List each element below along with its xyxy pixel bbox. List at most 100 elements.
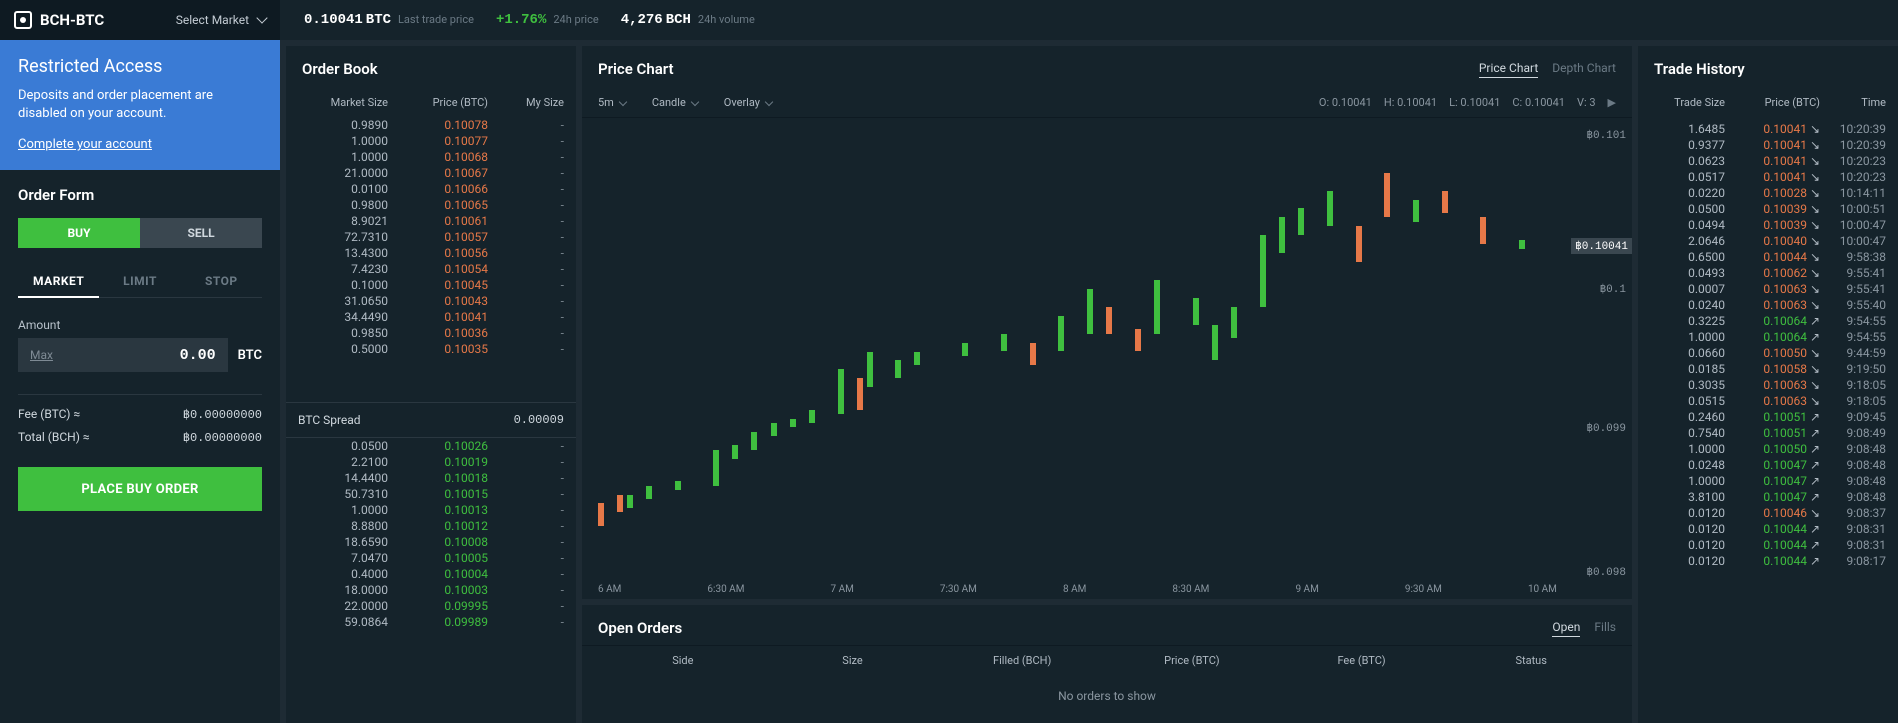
x-axis-label: 9:30 AM: [1405, 584, 1442, 595]
trade-row[interactable]: 0.24600.10051 ↗9:09:45: [1638, 409, 1898, 425]
order-book-row[interactable]: 0.10000.10045-: [286, 277, 576, 293]
buy-button[interactable]: BUY: [18, 218, 140, 248]
trade-row[interactable]: 0.32250.10064 ↗9:54:55: [1638, 313, 1898, 329]
order-book-row[interactable]: 50.73100.10015-: [286, 486, 576, 502]
candle: [1519, 240, 1525, 249]
total-value: ฿0.00000000: [183, 430, 262, 445]
order-book-row[interactable]: 18.65900.10008-: [286, 534, 576, 550]
trade-row[interactable]: 0.01850.10058 ↘9:19:50: [1638, 361, 1898, 377]
order-book-row[interactable]: 22.00000.09995-: [286, 598, 576, 614]
order-book-row[interactable]: 8.90210.10061-: [286, 213, 576, 229]
trade-row[interactable]: 2.06460.10040 ↘10:00:47: [1638, 233, 1898, 249]
trade-row[interactable]: 0.93770.10041 ↘10:20:39: [1638, 137, 1898, 153]
trade-row[interactable]: 0.01200.10044 ↗9:08:31: [1638, 537, 1898, 553]
candle: [867, 352, 873, 388]
trade-row[interactable]: 0.02200.10028 ↘10:14:11: [1638, 185, 1898, 201]
order-book-row[interactable]: 1.00000.10068-: [286, 149, 576, 165]
tab-stop[interactable]: STOP: [181, 266, 262, 298]
order-book-row[interactable]: 34.44900.10041-: [286, 309, 576, 325]
trade-row[interactable]: 0.06600.10050 ↘9:44:59: [1638, 345, 1898, 361]
trade-row[interactable]: 3.81000.10047 ↗9:08:48: [1638, 489, 1898, 505]
order-book-row[interactable]: 18.00000.10003-: [286, 582, 576, 598]
order-book-row[interactable]: 1.00000.10013-: [286, 502, 576, 518]
trade-row[interactable]: 0.01200.10044 ↗9:08:31: [1638, 521, 1898, 537]
chevron-down-icon: [619, 97, 627, 105]
total-label: Total (BCH) ≈: [18, 430, 90, 445]
order-book-row[interactable]: 21.00000.10067-: [286, 165, 576, 181]
order-book-row[interactable]: 1.00000.10077-: [286, 133, 576, 149]
trade-row[interactable]: 1.00000.10047 ↗9:08:48: [1638, 473, 1898, 489]
trading-pair[interactable]: BCH-BTC: [14, 11, 104, 29]
amount-value: 0.00: [180, 347, 216, 364]
candle: [838, 369, 844, 414]
overlay-dropdown[interactable]: Overlay: [724, 96, 772, 109]
spread-value: 0.00009: [514, 413, 564, 427]
order-book-row[interactable]: 0.01000.10066-: [286, 181, 576, 197]
order-book-row[interactable]: 31.06500.10043-: [286, 293, 576, 309]
tab-market[interactable]: MARKET: [18, 266, 99, 298]
panels-grid: Order Book Market Size Price (BTC) My Si…: [280, 40, 1898, 723]
interval-dropdown[interactable]: 5m: [598, 96, 626, 109]
order-book-row[interactable]: 0.98500.10036-: [286, 325, 576, 341]
chart-type-dropdown[interactable]: Candle: [652, 96, 698, 109]
trade-history-headers: Trade Size Price (BTC) Time: [1638, 88, 1898, 117]
candle: [1212, 325, 1218, 361]
order-book-row[interactable]: 14.44000.10018-: [286, 470, 576, 486]
trade-row[interactable]: 0.02480.10047 ↗9:08:48: [1638, 457, 1898, 473]
trade-row[interactable]: 0.06230.10041 ↘10:20:23: [1638, 153, 1898, 169]
order-book-row[interactable]: 72.73100.10057-: [286, 229, 576, 245]
order-book-row[interactable]: 13.43000.10056-: [286, 245, 576, 261]
tab-price-chart[interactable]: Price Chart: [1479, 61, 1538, 78]
complete-account-link[interactable]: Complete your account: [18, 137, 152, 152]
trade-row[interactable]: 0.05000.10039 ↘10:00:51: [1638, 201, 1898, 217]
candle: [627, 495, 633, 508]
order-book-row[interactable]: 0.05000.10026-: [286, 438, 576, 454]
place-order-button[interactable]: PLACE BUY ORDER: [18, 467, 262, 511]
trade-row[interactable]: 1.00000.10050 ↗9:08:48: [1638, 441, 1898, 457]
order-book-row[interactable]: 2.21000.10019-: [286, 454, 576, 470]
ob-header-my: My Size: [488, 96, 564, 109]
tab-fills[interactable]: Fills: [1594, 620, 1616, 637]
candle: [1356, 226, 1362, 262]
sell-button[interactable]: SELL: [140, 218, 262, 248]
trade-row[interactable]: 0.04930.10062 ↘9:55:41: [1638, 265, 1898, 281]
candle: [1087, 289, 1093, 334]
oo-column-header: Fee (BTC): [1277, 654, 1447, 667]
trade-row[interactable]: 0.04940.10039 ↘10:00:47: [1638, 217, 1898, 233]
trade-row[interactable]: 0.30350.10063 ↘9:18:05: [1638, 377, 1898, 393]
trade-row[interactable]: 0.65000.10044 ↘9:58:38: [1638, 249, 1898, 265]
order-book-row[interactable]: 7.42300.10054-: [286, 261, 576, 277]
chart-next-icon[interactable]: ▶: [1608, 96, 1616, 109]
order-book-row[interactable]: 7.04700.10005-: [286, 550, 576, 566]
trade-row[interactable]: 0.01200.10044 ↗9:08:17: [1638, 553, 1898, 569]
order-book-row[interactable]: 0.98000.10065-: [286, 197, 576, 213]
max-link[interactable]: Max: [30, 348, 53, 362]
trade-row[interactable]: 0.00070.10063 ↘9:55:41: [1638, 281, 1898, 297]
order-book-row[interactable]: 0.98900.10078-: [286, 117, 576, 133]
candle: [713, 450, 719, 486]
select-market-dropdown[interactable]: Select Market: [176, 13, 266, 27]
tab-depth-chart[interactable]: Depth Chart: [1552, 61, 1616, 78]
tab-limit[interactable]: LIMIT: [99, 266, 180, 298]
trade-row[interactable]: 1.64850.10041 ↘10:20:39: [1638, 121, 1898, 137]
tab-open[interactable]: Open: [1552, 620, 1580, 637]
trade-row[interactable]: 1.00000.10064 ↗9:54:55: [1638, 329, 1898, 345]
ob-header-price: Price (BTC): [388, 96, 488, 109]
order-book-row[interactable]: 0.50000.10035-: [286, 341, 576, 357]
trade-history-list: 1.64850.10041 ↘10:20:390.93770.10041 ↘10…: [1638, 117, 1898, 723]
trade-row[interactable]: 0.75400.10051 ↗9:08:49: [1638, 425, 1898, 441]
chart-body[interactable]: 6 AM6:30 AM7 AM7:30 AM8 AM8:30 AM9 AM9:3…: [582, 118, 1632, 599]
order-book-row[interactable]: 8.88000.10012-: [286, 518, 576, 534]
trade-row[interactable]: 0.05170.10041 ↘10:20:23: [1638, 169, 1898, 185]
x-axis-label: 7:30 AM: [940, 584, 977, 595]
fee-row: Fee (BTC) ≈ ฿0.00000000: [18, 394, 262, 426]
candle: [751, 432, 757, 450]
amount-input[interactable]: Max 0.00: [18, 338, 228, 372]
order-book-row[interactable]: 0.40000.10004-: [286, 566, 576, 582]
trade-history-panel: Trade History Trade Size Price (BTC) Tim…: [1638, 46, 1898, 723]
trade-row[interactable]: 0.01200.10046 ↘9:08:37: [1638, 505, 1898, 521]
fee-value: ฿0.00000000: [183, 407, 262, 422]
order-book-row[interactable]: 59.08640.09989-: [286, 614, 576, 630]
trade-row[interactable]: 0.05150.10063 ↘9:18:05: [1638, 393, 1898, 409]
trade-row[interactable]: 0.02400.10063 ↘9:55:40: [1638, 297, 1898, 313]
